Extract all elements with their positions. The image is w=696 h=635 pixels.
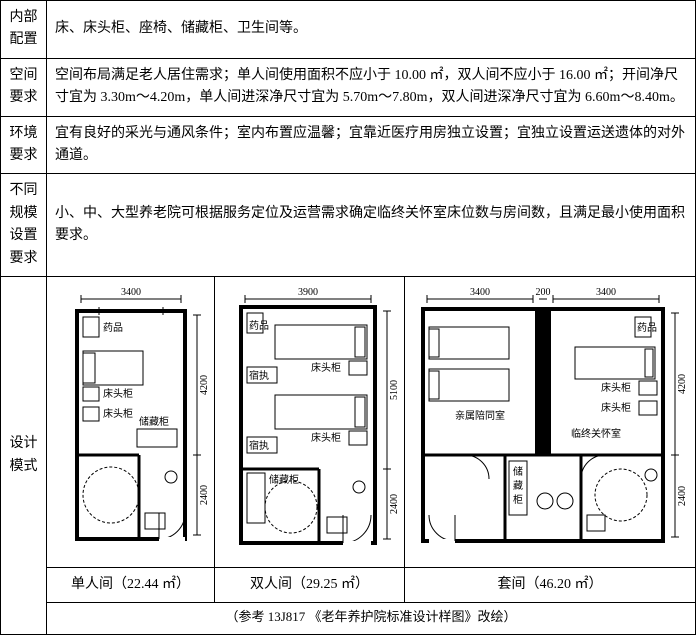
furn-bed (429, 327, 509, 359)
plans-container: 3400 4200 2400 (47, 277, 695, 602)
plan-caption: 双人间（29.25 ㎡） (215, 567, 404, 602)
furn-shelf (83, 317, 99, 337)
label-text: 药品 (637, 322, 657, 334)
plan-double-svg: 3900 5100 2400 (215, 277, 405, 567)
row-content: 空间布局满足老人居住需求；单人间使用面积不应小于 10.00 ㎡，双人间不应小于… (47, 58, 696, 116)
label-line: 空间 (3, 65, 44, 87)
wall-center (535, 309, 551, 455)
dim-value: 3400 (470, 287, 490, 298)
door-arc (159, 513, 185, 539)
dim-value: 3400 (596, 287, 616, 298)
row-content: 小、中、大型养老院可根据服务定位及运营需求确定临终关怀室床位数与房间数，且满足最… (47, 174, 696, 277)
row-env-req: 环境 要求 宜有良好的采光与通风条件；室内布置应温馨；宜靠近医疗用房独立设置；宜… (1, 116, 696, 174)
label-text: 临终关怀室 (571, 427, 621, 440)
label-line: 不同 (3, 180, 44, 202)
plan-suite: 3400 200 3400 4200 2400 (405, 277, 695, 602)
dim-value: 200 (536, 287, 551, 298)
row-space-req: 空间 要求 空间布局满足老人居住需求；单人间使用面积不应小于 10.00 ㎡，双… (1, 58, 696, 116)
dim-value: 5100 (389, 380, 400, 400)
plan-suite-svg: 3400 200 3400 4200 2400 (405, 277, 695, 567)
label-text: 亲属陪同室 (455, 409, 505, 422)
row-internal-config: 内部 配置 床、床头柜、座椅、储藏柜、卫生间等。 (1, 1, 696, 59)
label-line: 要求 (3, 145, 44, 167)
dim-value: 3400 (121, 287, 141, 298)
label-text: 床头柜 (601, 401, 631, 414)
dim-top: 3400 (81, 287, 181, 303)
plans-cell: 3400 4200 2400 (47, 276, 696, 634)
spec-table: 内部 配置 床、床头柜、座椅、储藏柜、卫生间等。 空间 要求 空间布局满足老人居… (0, 0, 696, 635)
plan-caption: 单人间（22.44 ㎡） (47, 567, 214, 602)
row-content: 床、床头柜、座椅、储藏柜、卫生间等。 (47, 1, 696, 59)
label-line: 配置 (3, 29, 44, 51)
row-label: 内部 配置 (1, 1, 47, 59)
label-text: 储 (513, 465, 523, 478)
dim-value: 4200 (677, 374, 688, 394)
row-content: 宜有良好的采光与通风条件；室内布置应温馨；宜靠近医疗用房独立设置；宜独立设置运送… (47, 116, 696, 174)
label-line: 环境 (3, 123, 44, 145)
label-text: 床头柜 (103, 407, 133, 420)
furn-toilet (145, 513, 165, 529)
dim-value: 3900 (298, 287, 318, 298)
label-line: 模式 (3, 456, 44, 478)
label-line: 设置 (3, 225, 44, 247)
plan-double: 3900 5100 2400 (215, 277, 405, 602)
dim-value: 4200 (199, 375, 210, 395)
furn-bed (275, 395, 367, 429)
row-label: 设计 模式 (1, 276, 47, 634)
furn-bed (575, 347, 655, 379)
label-text: 药品 (249, 320, 269, 332)
label-text: 床头柜 (103, 387, 133, 400)
label-line: 设计 (3, 433, 44, 455)
furn-storage (137, 429, 177, 447)
label-line: 要求 (3, 248, 44, 270)
dim-side: 5100 2400 (383, 311, 400, 539)
furn-nightstand (83, 387, 99, 401)
plan-single-svg: 3400 4200 2400 (47, 277, 215, 567)
furn-nightstand (83, 407, 99, 421)
label-text: 柜 (513, 493, 523, 506)
label-line: 要求 (3, 87, 44, 109)
row-design-mode: 设计 模式 3400 (1, 276, 696, 634)
dim-side: 4200 2400 (671, 313, 688, 537)
label-text: 藏 (513, 480, 523, 492)
label-line: 内部 (3, 7, 44, 29)
label-text: 药品 (103, 322, 123, 334)
plan-single: 3400 4200 2400 (47, 277, 215, 602)
label-text: 床头柜 (601, 381, 631, 394)
furn-sink (165, 471, 177, 483)
dim-top: 3900 (245, 287, 371, 303)
label-line: 规模 (3, 203, 44, 225)
plan-caption: 套间（46.20 ㎡） (405, 567, 695, 602)
label-text: 床头柜 (311, 361, 341, 374)
row-label: 不同 规模 设置 要求 (1, 174, 47, 277)
row-label: 空间 要求 (1, 58, 47, 116)
row-label: 环境 要求 (1, 116, 47, 174)
label-text: 储藏柜 (269, 473, 299, 486)
furn-bed (275, 325, 367, 359)
dim-value: 2400 (389, 494, 400, 514)
row-scale-req: 不同 规模 设置 要求 小、中、大型养老院可根据服务定位及运营需求确定临终关怀室… (1, 174, 696, 277)
furn-bed (429, 369, 509, 401)
dim-side: 4200 2400 (193, 315, 210, 535)
label-text: 储藏柜 (139, 415, 169, 428)
label-text: 宿执 (249, 369, 269, 382)
dim-top: 3400 200 3400 (427, 287, 659, 303)
dim-value: 2400 (199, 485, 210, 505)
dim-value: 2400 (677, 486, 688, 506)
source-note: （参考 13J817 《老年养护院标准设计样图》改绘） (47, 602, 695, 634)
furn-bed (83, 351, 143, 385)
turn-circle (83, 467, 139, 523)
label-text: 宿执 (249, 439, 269, 452)
label-text: 床头柜 (311, 431, 341, 444)
